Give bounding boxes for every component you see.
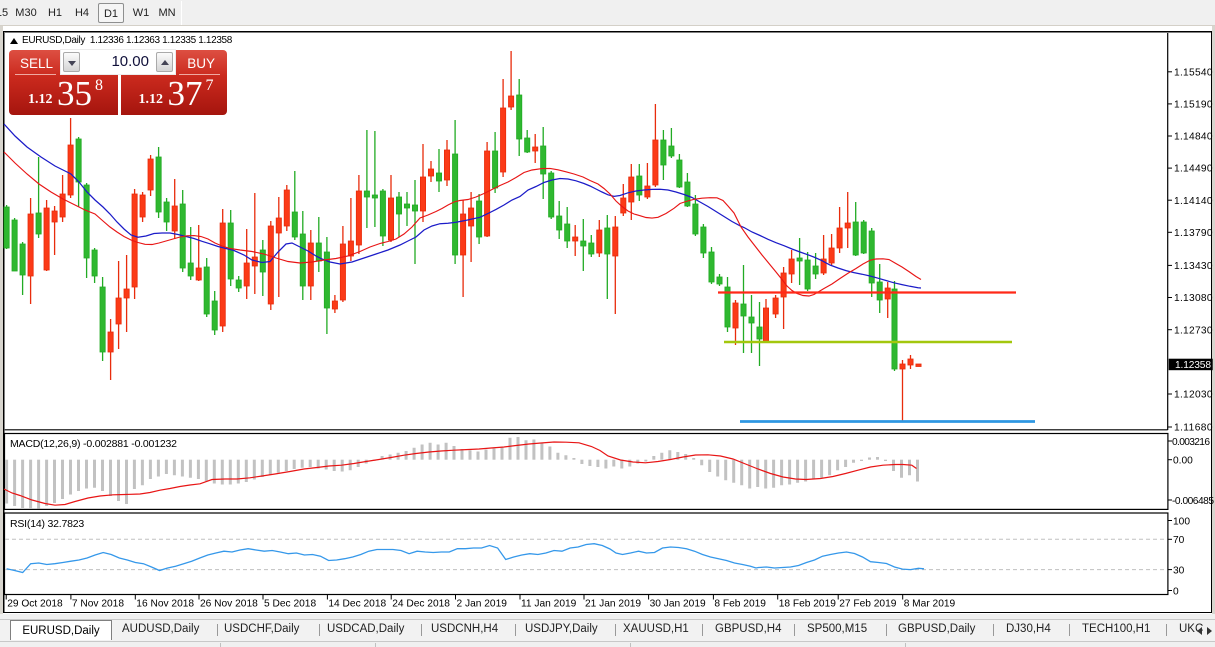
svg-text:1.14140: 1.14140 bbox=[1174, 196, 1213, 207]
svg-text:0.00: 0.00 bbox=[1173, 456, 1193, 467]
svg-text:26 Nov 2018: 26 Nov 2018 bbox=[200, 599, 258, 610]
svg-text:30: 30 bbox=[1173, 565, 1185, 576]
svg-text:1.13430: 1.13430 bbox=[1174, 261, 1213, 272]
svg-text:1.11680: 1.11680 bbox=[1174, 423, 1213, 434]
svg-text:-0.006485: -0.006485 bbox=[1172, 496, 1214, 507]
svg-text:1.13790: 1.13790 bbox=[1174, 228, 1213, 239]
svg-text:5 Dec 2018: 5 Dec 2018 bbox=[264, 599, 316, 610]
svg-text:27 Feb 2019: 27 Feb 2019 bbox=[839, 599, 897, 610]
svg-text:1.12358: 1.12358 bbox=[1175, 360, 1211, 371]
svg-text:1.14490: 1.14490 bbox=[1174, 164, 1213, 175]
svg-text:8 Mar 2019: 8 Mar 2019 bbox=[904, 599, 956, 610]
svg-text:70: 70 bbox=[1173, 535, 1185, 546]
svg-text:1.14840: 1.14840 bbox=[1174, 132, 1213, 143]
svg-text:0.003216: 0.003216 bbox=[1172, 437, 1210, 448]
svg-text:16 Nov 2018: 16 Nov 2018 bbox=[136, 599, 194, 610]
svg-text:7 Nov 2018: 7 Nov 2018 bbox=[72, 599, 124, 610]
svg-text:1.12030: 1.12030 bbox=[1174, 390, 1213, 401]
svg-text:29 Oct 2018: 29 Oct 2018 bbox=[7, 599, 63, 610]
svg-text:14 Dec 2018: 14 Dec 2018 bbox=[328, 599, 386, 610]
svg-text:1.15190: 1.15190 bbox=[1174, 100, 1213, 111]
svg-text:2 Jan 2019: 2 Jan 2019 bbox=[457, 599, 508, 610]
svg-text:30 Jan 2019: 30 Jan 2019 bbox=[650, 599, 706, 610]
svg-text:100: 100 bbox=[1173, 516, 1190, 527]
svg-text:0: 0 bbox=[1173, 586, 1179, 597]
svg-text:18 Feb 2019: 18 Feb 2019 bbox=[779, 599, 837, 610]
svg-text:21 Jan 2019: 21 Jan 2019 bbox=[585, 599, 641, 610]
svg-text:1.13080: 1.13080 bbox=[1174, 293, 1213, 304]
svg-text:8 Feb 2019: 8 Feb 2019 bbox=[714, 599, 766, 610]
svg-text:11 Jan 2019: 11 Jan 2019 bbox=[521, 599, 577, 610]
svg-text:1.12730: 1.12730 bbox=[1174, 325, 1213, 336]
svg-text:1.15540: 1.15540 bbox=[1174, 67, 1213, 78]
svg-text:24 Dec 2018: 24 Dec 2018 bbox=[392, 599, 450, 610]
